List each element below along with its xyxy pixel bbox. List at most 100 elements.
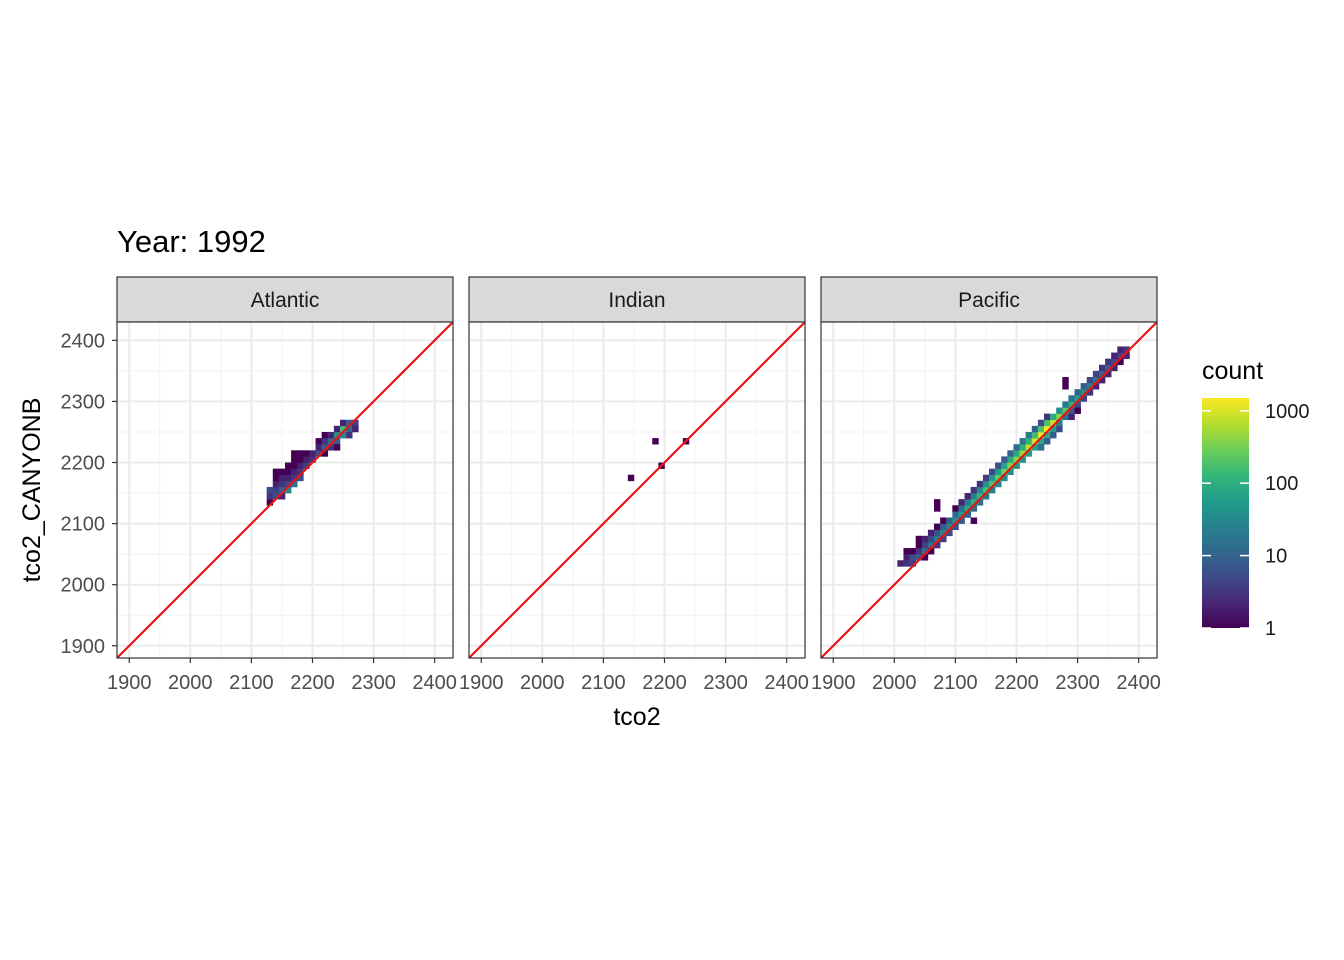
x-tick-label: 2000 xyxy=(872,672,917,694)
heatmap-bin xyxy=(946,529,953,537)
x-tick-label: 2200 xyxy=(290,672,335,694)
heatmap-bin xyxy=(964,511,971,518)
heatmap-bin xyxy=(339,431,347,439)
heatmap-bin xyxy=(921,535,929,543)
heatmap-bin xyxy=(309,450,316,457)
heatmap-bin xyxy=(297,468,304,476)
heatmap-bin xyxy=(297,462,304,469)
heatmap-bin xyxy=(1001,456,1008,463)
heatmap-bin xyxy=(1007,468,1014,476)
heatmap-bin xyxy=(970,486,978,494)
chart-title: Year: 1992 xyxy=(117,224,266,259)
heatmap-bin xyxy=(1080,395,1088,402)
heatmap-bin xyxy=(272,480,280,488)
heatmap-bin xyxy=(1056,407,1063,414)
heatmap-bin xyxy=(297,450,304,457)
legend-tick-label: 10 xyxy=(1265,546,1287,568)
heatmap-bin xyxy=(333,425,341,433)
heatmap-bin xyxy=(921,554,929,561)
heatmap-bin xyxy=(285,486,292,494)
heatmap-bin xyxy=(315,438,322,445)
heatmap-bin xyxy=(995,468,1002,476)
heatmap-bin xyxy=(303,450,310,457)
heatmap-bin xyxy=(346,431,353,439)
legend-tick-label: 100 xyxy=(1265,473,1298,495)
heatmap-bin xyxy=(1068,407,1075,414)
heatmap-bin xyxy=(927,535,935,543)
heatmap-bin xyxy=(915,548,923,555)
panel-border xyxy=(468,321,806,659)
heatmap-bin xyxy=(958,505,965,512)
heatmap-bin xyxy=(1025,444,1033,451)
x-tick-label: 2400 xyxy=(764,672,809,694)
heatmap-bin xyxy=(285,480,292,488)
heatmap-bin xyxy=(952,517,959,524)
y-axis-title: tco2_CANYONB xyxy=(18,398,46,583)
heatmap-bin xyxy=(976,493,984,500)
y-tick-label: 2200 xyxy=(61,453,106,475)
heatmap-bin xyxy=(1074,395,1081,402)
heatmap-bin xyxy=(1043,419,1051,427)
heatmap-bin xyxy=(1111,352,1118,359)
x-tick-label: 1900 xyxy=(811,672,856,694)
heatmap-bin xyxy=(321,438,329,445)
x-tick-label: 2200 xyxy=(642,672,687,694)
heatmap-bin xyxy=(1043,413,1051,421)
heatmap-bin xyxy=(1037,431,1045,439)
heatmap-bin xyxy=(1111,364,1118,372)
heatmap-bin xyxy=(291,462,298,469)
x-tick-label: 2300 xyxy=(1055,672,1100,694)
x-tick-label: 2100 xyxy=(229,672,274,694)
heatmap-bin xyxy=(1080,383,1088,390)
heatmap-bin xyxy=(964,499,971,506)
heatmap-bin xyxy=(970,493,978,500)
heatmap-bin xyxy=(934,499,941,506)
heatmap-bin xyxy=(976,486,984,494)
heatmap-bin xyxy=(303,456,310,463)
heatmap-bin xyxy=(352,425,359,433)
heatmap-bin xyxy=(1062,401,1069,408)
heatmap-bin xyxy=(921,548,929,555)
heatmap-bin xyxy=(1037,425,1045,433)
heatmap-bin xyxy=(1062,376,1069,384)
heatmap-bin xyxy=(976,499,984,506)
facet-strip-label: Atlantic xyxy=(251,289,320,312)
heatmap-bin xyxy=(1019,444,1026,451)
heatmap-bin xyxy=(352,419,359,427)
heatmap-bin xyxy=(934,523,941,531)
heatmap-bin xyxy=(1031,444,1039,451)
heatmap-bin xyxy=(1098,376,1106,384)
heatmap-bin xyxy=(1074,389,1081,396)
heatmap-bin xyxy=(958,511,965,518)
heatmap-bin xyxy=(1068,395,1075,402)
heatmap-bin xyxy=(315,444,322,451)
heatmap-bin xyxy=(958,499,965,506)
heatmap-bin xyxy=(927,529,935,537)
heatmap-bin xyxy=(909,554,916,561)
heatmap-bin xyxy=(1098,364,1106,372)
heatmap-bin xyxy=(1007,450,1014,457)
heatmap-bin xyxy=(278,480,286,488)
heatmap-bin xyxy=(964,493,971,500)
heatmap-bin xyxy=(909,560,916,567)
heatmap-bin xyxy=(934,541,941,549)
heatmap-bin xyxy=(1013,462,1020,469)
heatmap-bin xyxy=(1037,438,1045,445)
heatmap-bin xyxy=(1105,358,1112,366)
facet-strip xyxy=(468,276,806,323)
x-axis-title: tco2 xyxy=(613,703,660,731)
heatmap-bin xyxy=(989,474,996,482)
heatmap-bin xyxy=(921,541,929,549)
heatmap-bin xyxy=(1043,425,1051,433)
legend-colorbar xyxy=(1202,398,1249,628)
heatmap-bin xyxy=(309,456,316,463)
heatmap-bin xyxy=(1086,376,1094,384)
heatmap-bin xyxy=(1111,358,1118,366)
heatmap-bin xyxy=(903,554,910,561)
heatmap-bin xyxy=(272,486,280,494)
x-tick-label: 2400 xyxy=(1116,672,1161,694)
heatmap-bin xyxy=(1013,456,1020,463)
heatmap-bin xyxy=(1074,407,1081,414)
heatmap-bin xyxy=(327,444,335,451)
